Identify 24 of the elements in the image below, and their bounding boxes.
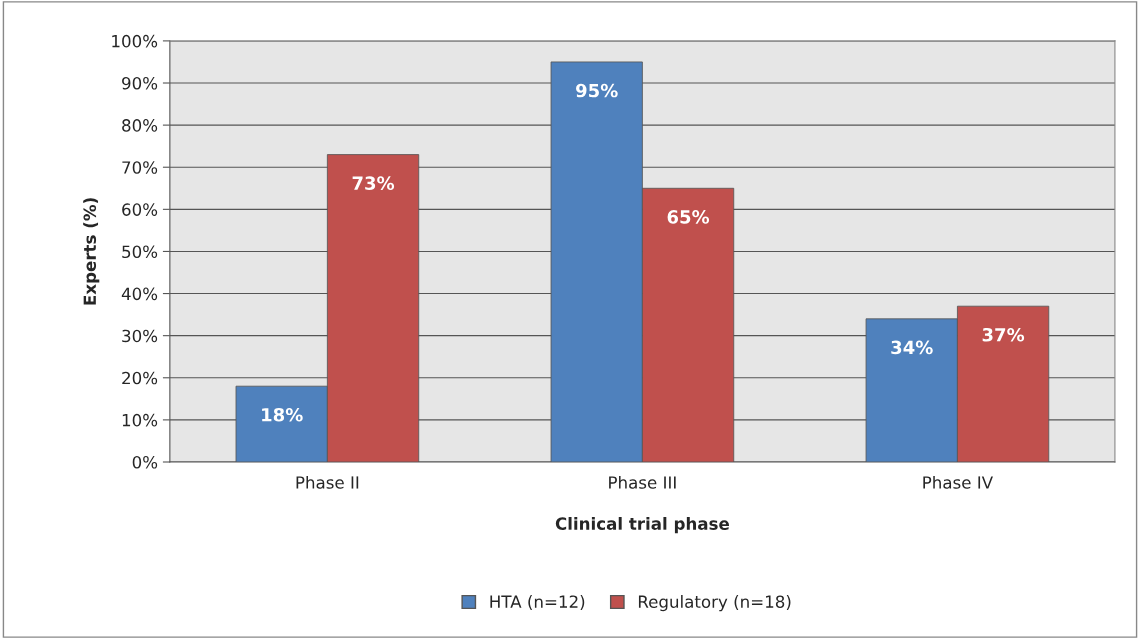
x-tick-label: Phase II [296,475,359,489]
y-tick-label: 20% [122,371,158,385]
y-tick-label: 0% [132,455,158,469]
legend-label: Regulatory (n=18) [638,595,791,612]
data-label: 18% [262,407,303,422]
data-label: 37% [982,327,1025,342]
y-tick-label: 100% [112,34,158,48]
y-tick-label: 80% [122,119,158,132]
y-tick-label: 50% [122,245,158,259]
x-tick-label: Phase IV [923,475,993,489]
x-axis-title: Clinical trial phase [555,517,729,534]
legend-label: HTA (n=12) [490,595,585,610]
y-tick-label: 70% [122,161,158,174]
data-label: 34% [891,340,933,355]
y-tick-label: 90% [122,76,158,90]
data-label: 73% [352,176,395,190]
data-label: 95% [576,83,618,98]
x-tick-label: Phase III [609,475,676,489]
y-tick-label: 10% [122,413,158,427]
y-axis-title: Experts (%) [83,198,100,305]
y-tick-label: 60% [122,203,158,216]
y-tick-label: 40% [121,287,158,301]
data-label: 65% [667,210,710,224]
y-tick-label: 30% [122,329,158,343]
